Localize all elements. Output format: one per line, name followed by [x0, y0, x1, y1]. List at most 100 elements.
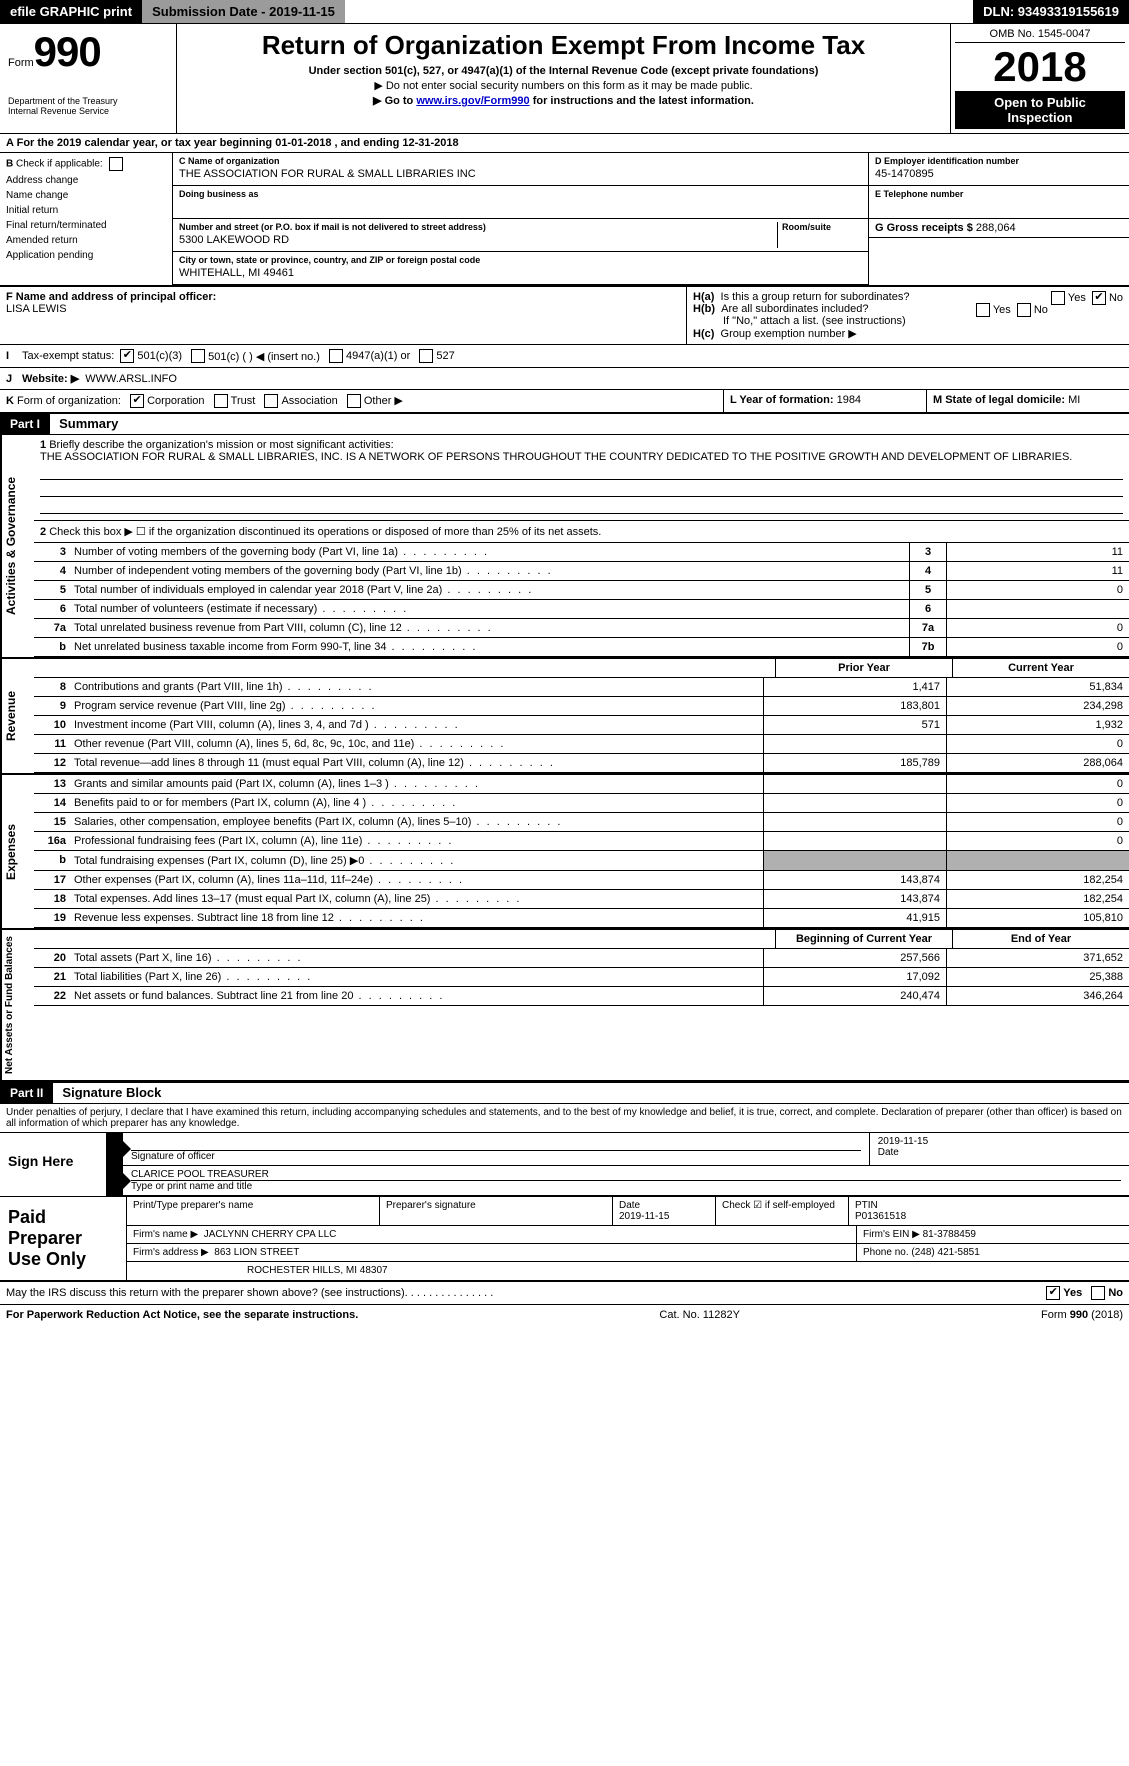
checkbox-icon[interactable] — [109, 157, 123, 171]
line-label: Grants and similar amounts paid (Part IX… — [70, 775, 763, 793]
summary-row: 6Total number of volunteers (estimate if… — [34, 600, 1129, 619]
paid-preparer-label: Paid Preparer Use Only — [0, 1197, 127, 1280]
line-number: 17 — [34, 871, 70, 889]
checkbox-icon[interactable] — [329, 349, 343, 363]
line-label: Program service revenue (Part VIII, line… — [70, 697, 763, 715]
cell-l-year: L Year of formation: 1984 — [724, 390, 927, 412]
sign-here-block: Sign Here Signature of officer 2019-11-1… — [0, 1133, 1129, 1197]
cell-ein: D Employer identification number 45-1470… — [869, 153, 1129, 186]
summary-row: 11Other revenue (Part VIII, column (A), … — [34, 735, 1129, 754]
checkbox-icon[interactable] — [130, 394, 144, 408]
prior-year-value: 41,915 — [763, 909, 946, 927]
line-label: Total expenses. Add lines 13–17 (must eq… — [70, 890, 763, 908]
current-year-value: 0 — [946, 813, 1129, 831]
cat-number: Cat. No. 11282Y — [659, 1309, 740, 1321]
summary-row: 10Investment income (Part VIII, column (… — [34, 716, 1129, 735]
line-box: 7b — [909, 638, 946, 656]
penalty-declaration: Under penalties of perjury, I declare th… — [0, 1104, 1129, 1133]
line-label: Total number of individuals employed in … — [70, 581, 909, 599]
prior-year-value — [763, 813, 946, 831]
summary-row: 15Salaries, other compensation, employee… — [34, 813, 1129, 832]
cell-org-name: C Name of organization THE ASSOCIATION F… — [173, 153, 868, 186]
checkbox-icon[interactable] — [1051, 291, 1065, 305]
line-number: 8 — [34, 678, 70, 696]
preparer-date: Date 2019-11-15 — [613, 1197, 716, 1225]
line-number: 4 — [34, 562, 70, 580]
cell-phone: E Telephone number — [869, 186, 1129, 219]
current-year-value: 105,810 — [946, 909, 1129, 927]
summary-row: 21Total liabilities (Part X, line 26)17,… — [34, 968, 1129, 987]
line-box: 7a — [909, 619, 946, 637]
summary-row: 17Other expenses (Part IX, column (A), l… — [34, 871, 1129, 890]
current-year-value — [946, 851, 1129, 870]
line-label: Total revenue—add lines 8 through 11 (mu… — [70, 754, 763, 772]
line-number: b — [34, 851, 70, 870]
preparer-self-employed: Check ☑ if self-employed — [716, 1197, 849, 1225]
checkbox-icon[interactable] — [1091, 1286, 1105, 1300]
current-year-value: 346,264 — [946, 987, 1129, 1005]
firm-name: JACLYNN CHERRY CPA LLC — [204, 1229, 337, 1240]
line-number: 15 — [34, 813, 70, 831]
current-year-value: 25,388 — [946, 968, 1129, 986]
checkbox-icon[interactable] — [120, 349, 134, 363]
prior-year-value: 143,874 — [763, 890, 946, 908]
dept-treasury: Department of the Treasury — [8, 96, 168, 106]
cb-final-return: Final return/terminated — [6, 220, 166, 231]
summary-row: 12Total revenue—add lines 8 through 11 (… — [34, 754, 1129, 773]
line-value: 0 — [946, 619, 1129, 637]
line-label: Contributions and grants (Part VIII, lin… — [70, 678, 763, 696]
topbar: efile GRAPHIC print Submission Date - 20… — [0, 0, 1129, 24]
prior-year-value — [763, 735, 946, 753]
irs-link[interactable]: www.irs.gov/Form990 — [416, 95, 529, 107]
current-year-value: 182,254 — [946, 871, 1129, 889]
summary-row: 19Revenue less expenses. Subtract line 1… — [34, 909, 1129, 928]
checkbox-icon[interactable] — [264, 394, 278, 408]
hdr-current-year: Current Year — [952, 659, 1129, 677]
checkbox-icon[interactable] — [1017, 303, 1031, 317]
preparer-firm-address-row: Firm's address ▶ 863 LION STREET Phone n… — [127, 1244, 1129, 1262]
website-url: WWW.ARSL.INFO — [85, 373, 177, 385]
checkbox-icon[interactable] — [1046, 1286, 1060, 1300]
checkbox-icon[interactable] — [419, 349, 433, 363]
line-value: 11 — [946, 562, 1129, 580]
firm-address-2: ROCHESTER HILLS, MI 48307 — [127, 1262, 1129, 1279]
ein-value: 45-1470895 — [875, 166, 1123, 182]
net-assets-section: Net Assets or Fund Balances Beginning of… — [0, 930, 1129, 1082]
signature-of-officer: Signature of officer — [123, 1133, 870, 1165]
line-number: 22 — [34, 987, 70, 1005]
checkbox-icon[interactable] — [214, 394, 228, 408]
prior-year-value: 571 — [763, 716, 946, 734]
summary-row: 3Number of voting members of the governi… — [34, 543, 1129, 562]
row-j-website: J Website: ▶ WWW.ARSL.INFO — [0, 368, 1129, 390]
cell-m-state: M State of legal domicile: MI — [927, 390, 1129, 412]
form-label: Form — [8, 57, 34, 69]
row-f-h: F Name and address of principal officer:… — [0, 287, 1129, 345]
current-year-value: 234,298 — [946, 697, 1129, 715]
checkbox-icon[interactable] — [976, 303, 990, 317]
org-name: THE ASSOCIATION FOR RURAL & SMALL LIBRAR… — [179, 166, 862, 182]
line-label: Other expenses (Part IX, column (A), lin… — [70, 871, 763, 889]
line-number: 7a — [34, 619, 70, 637]
side-label-activities: Activities & Governance — [0, 435, 34, 657]
checkbox-icon[interactable] — [1092, 291, 1106, 305]
line-number: 21 — [34, 968, 70, 986]
checkbox-icon[interactable] — [347, 394, 361, 408]
summary-row: 18Total expenses. Add lines 13–17 (must … — [34, 890, 1129, 909]
line-number: 20 — [34, 949, 70, 967]
expenses-section: Expenses 13Grants and similar amounts pa… — [0, 775, 1129, 930]
firm-ein: 81-3788459 — [923, 1229, 976, 1240]
line-label: Salaries, other compensation, employee b… — [70, 813, 763, 831]
preparer-ptin: PTIN P01361518 — [849, 1197, 1129, 1225]
summary-row: 16aProfessional fundraising fees (Part I… — [34, 832, 1129, 851]
dln: DLN: 93493319155619 — [973, 0, 1129, 23]
line-label: Other revenue (Part VIII, column (A), li… — [70, 735, 763, 753]
submission-date: Submission Date - 2019-11-15 — [142, 0, 345, 23]
checkbox-icon[interactable] — [191, 349, 205, 363]
cell-city: City or town, state or province, country… — [173, 252, 868, 285]
current-year-value: 371,652 — [946, 949, 1129, 967]
line-box: 6 — [909, 600, 946, 618]
line-label: Total liabilities (Part X, line 26) — [70, 968, 763, 986]
hdr-end-year: End of Year — [952, 930, 1129, 948]
preparer-firm-address-row-2: ROCHESTER HILLS, MI 48307 — [127, 1262, 1129, 1279]
cb-address-change: Address change — [6, 175, 166, 186]
